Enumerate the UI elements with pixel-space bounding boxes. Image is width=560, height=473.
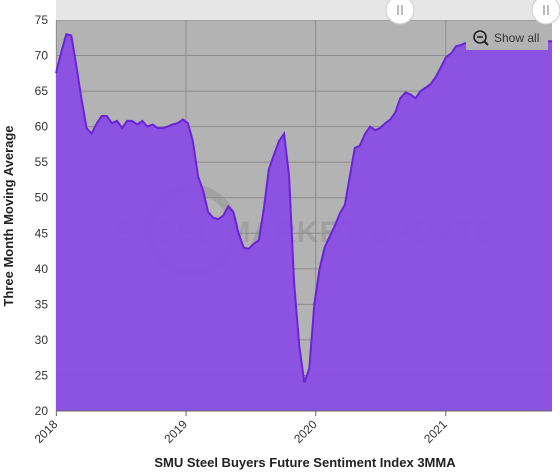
navigator-handle-left[interactable] xyxy=(385,0,415,25)
y-tick-label: 20 xyxy=(35,404,49,418)
y-tick-label: 25 xyxy=(35,368,49,382)
y-tick-label: 65 xyxy=(35,84,49,98)
y-tick-label: 75 xyxy=(35,13,49,27)
navigator-selection[interactable] xyxy=(56,0,552,20)
y-tick-label: 40 xyxy=(35,262,49,276)
y-axis-ticks: 20 25 30 35 40 45 50 55 60 65 70 75 xyxy=(35,13,49,418)
y-tick-label: 60 xyxy=(35,120,49,134)
x-tick-label: 2020 xyxy=(291,417,320,446)
y-axis-title: Three Month Moving Average xyxy=(1,125,16,306)
y-tick-label: 45 xyxy=(35,226,49,240)
x-tick-label: 2021 xyxy=(421,417,450,446)
x-tick-label: 2019 xyxy=(161,417,190,446)
show-all-button[interactable]: Show all xyxy=(466,26,548,50)
y-tick-label: 30 xyxy=(35,333,49,347)
x-tick-label: 2018 xyxy=(32,417,61,446)
show-all-label[interactable]: Show all xyxy=(494,31,539,45)
navigator-scrollbar[interactable] xyxy=(56,0,560,25)
navigator-handle-right[interactable] xyxy=(531,0,560,25)
x-axis-ticks: 2018 2019 2020 2021 xyxy=(32,411,450,446)
zoom-out-icon xyxy=(473,30,489,46)
data-area xyxy=(56,34,552,411)
y-tick-label: 50 xyxy=(35,191,49,205)
y-tick-label: 70 xyxy=(35,49,49,63)
y-tick-label: 55 xyxy=(35,155,49,169)
x-axis-title: SMU Steel Buyers Future Sentiment Index … xyxy=(154,455,456,470)
y-tick-label: 35 xyxy=(35,297,49,311)
